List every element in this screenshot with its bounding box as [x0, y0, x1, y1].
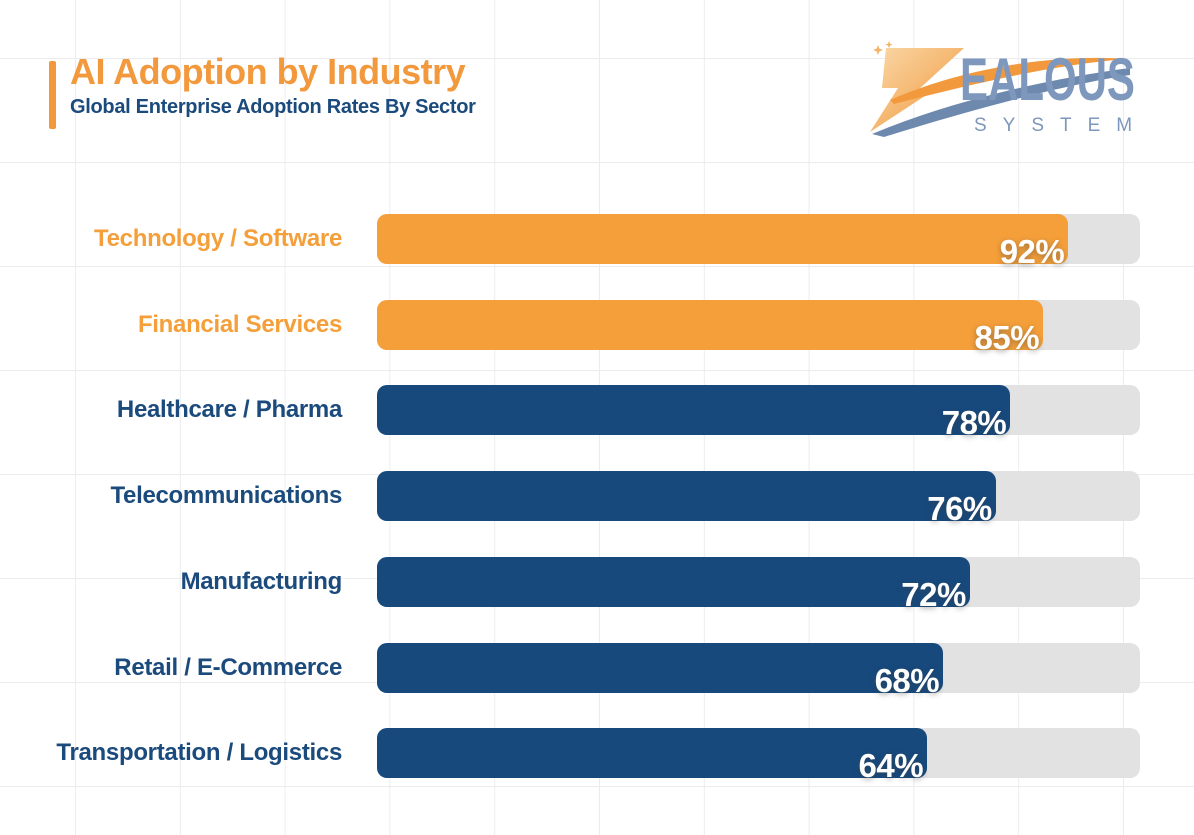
category-label: Transportation / Logistics: [56, 739, 342, 767]
zealous-system-logo: EALOUS SYSTEM: [858, 40, 1142, 143]
bar-track: 78%: [377, 385, 1140, 441]
bar-row: Financial Services 85%: [40, 299, 1140, 356]
logo-orange-swoosh-icon: [890, 57, 1128, 104]
bar-track: 72%: [377, 556, 1140, 613]
bar-fill: 76%: [377, 471, 996, 527]
bar-fill: 64%: [377, 728, 928, 784]
logo-graphic: EALOUS SYSTEM: [870, 41, 1142, 137]
value-label: 68%: [874, 661, 940, 699]
page-title: AI Adoption by Industry: [70, 51, 466, 92]
category-label: Manufacturing: [180, 567, 343, 595]
header-accent-bar: [49, 61, 56, 129]
bar-row: Telecommunications 76%: [40, 471, 1140, 527]
value-label: 76%: [927, 490, 992, 528]
chart-header: AI Adoption by Industry Global Enterpris…: [49, 52, 476, 129]
value-label: 72%: [901, 575, 966, 613]
value-label: 78%: [941, 404, 1007, 442]
bar-row: Technology / Software 92%: [40, 214, 1140, 270]
bar-row: Manufacturing 72%: [40, 556, 1140, 613]
value-label: 92%: [999, 233, 1065, 270]
bar-fill: 68%: [377, 642, 944, 699]
category-label: Retail / E-Commerce: [114, 653, 342, 681]
bar-track: 85%: [377, 299, 1140, 356]
bar-row: Retail / E-Commerce 68%: [40, 642, 1140, 699]
bar-row: Transportation / Logistics 64%: [40, 728, 1140, 784]
bar-fill: 78%: [377, 385, 1011, 441]
sparkle-icon: [873, 45, 883, 55]
category-label: Healthcare / Pharma: [116, 396, 342, 424]
bar-track: 76%: [377, 471, 1140, 527]
logo-wordmark: EALOUS: [960, 46, 1135, 113]
bar-fill: 85%: [377, 299, 1044, 356]
logo-blue-swoosh-icon: [872, 68, 1130, 137]
category-label: Financial Services: [137, 310, 342, 338]
value-label: 85%: [974, 318, 1040, 356]
category-label: Technology / Software: [94, 225, 342, 252]
bar-fill: 72%: [377, 556, 970, 613]
sparkle-icon: [885, 41, 893, 49]
bar-track: 68%: [377, 642, 1140, 699]
bar-track: 64%: [377, 728, 1140, 784]
value-label: 64%: [858, 747, 924, 785]
logo-tagline: SYSTEM: [974, 115, 1142, 136]
category-label: Telecommunications: [110, 482, 342, 510]
bar-row: Healthcare / Pharma 78%: [40, 385, 1140, 441]
bar-track: 92%: [377, 214, 1140, 270]
bar-fill: 92%: [377, 214, 1069, 270]
page-subtitle: Global Enterprise Adoption Rates By Sect…: [70, 96, 476, 118]
